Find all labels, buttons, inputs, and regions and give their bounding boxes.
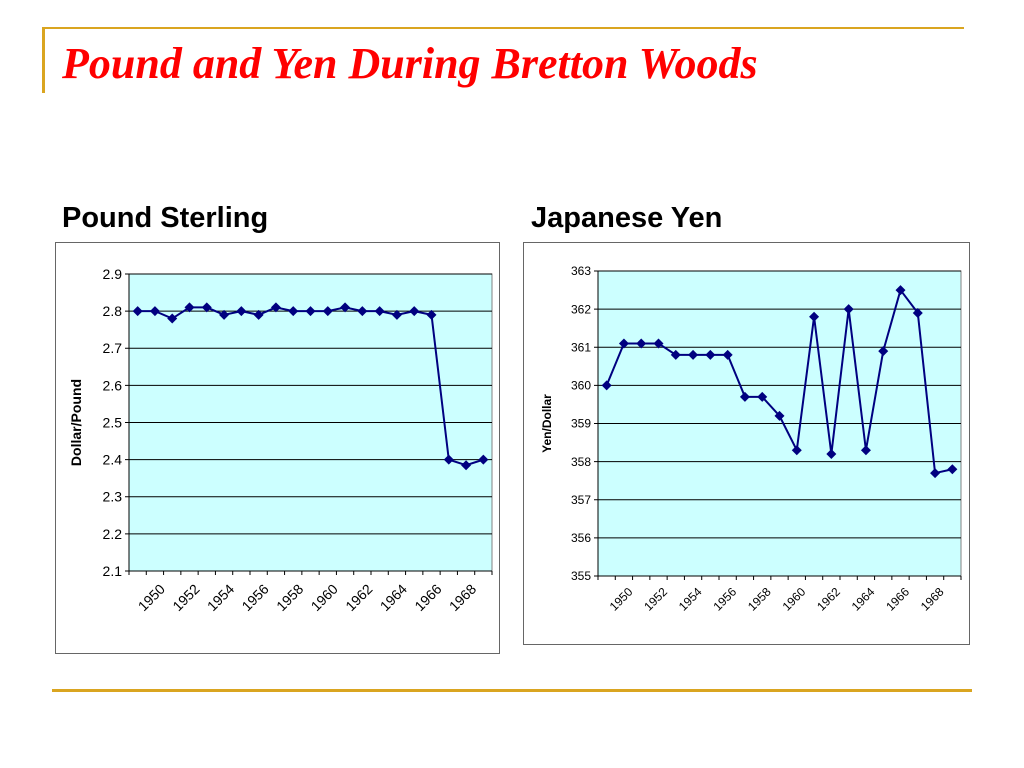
pound-chart-heading: Pound Sterling <box>62 202 269 234</box>
pound-y-tick-label: 2.4 <box>103 452 123 468</box>
yen-data-point <box>809 311 820 322</box>
yen-y-tick-label: 363 <box>571 264 591 278</box>
pound-data-point <box>478 454 489 465</box>
yen-y-tick-label: 356 <box>571 531 591 545</box>
yen-data-point <box>705 349 716 360</box>
pound-y-tick-label: 2.6 <box>103 377 123 393</box>
pound-data-point <box>219 309 230 320</box>
yen-y-tick-label: 361 <box>571 340 591 354</box>
yen-x-tick-label: 1958 <box>745 585 774 614</box>
pound-x-tick-label: 1952 <box>169 581 202 614</box>
pound-x-tick-label: 1956 <box>238 581 271 614</box>
yen-data-point <box>774 410 785 421</box>
pound-data-point <box>305 306 316 317</box>
yen-data-point <box>895 285 906 296</box>
pound-data-point <box>374 306 385 317</box>
pound-data-point <box>409 306 420 317</box>
pound-x-tick-label: 1962 <box>342 581 375 614</box>
yen-x-tick-label: 1954 <box>676 585 705 614</box>
pound-x-tick-label: 1954 <box>204 581 237 614</box>
pound-x-tick-label: 1968 <box>446 581 479 614</box>
pound-data-point <box>270 302 281 313</box>
yen-data-point <box>670 349 681 360</box>
yen-data-point <box>878 346 889 357</box>
pound-data-point <box>288 306 299 317</box>
yen-y-axis-title: Yen/Dollar <box>540 394 554 453</box>
pound-data-point <box>236 306 247 317</box>
yen-x-tick-label: 1964 <box>849 585 878 614</box>
yen-data-point <box>757 391 768 402</box>
yen-x-tick-label: 1966 <box>883 585 912 614</box>
pound-data-point <box>149 306 160 317</box>
yen-y-tick-label: 362 <box>571 302 591 316</box>
pound-data-point <box>443 454 454 465</box>
pound-y-tick-label: 2.9 <box>103 266 123 282</box>
yen-y-tick-label: 359 <box>571 417 591 431</box>
yen-data-point <box>947 464 958 475</box>
pound-data-point <box>167 313 178 324</box>
yen-data-point <box>843 304 854 315</box>
pound-x-tick-label: 1958 <box>273 581 306 614</box>
top-accent-line <box>42 27 964 29</box>
yen-y-tick-label: 355 <box>571 569 591 583</box>
yen-y-tick-label: 360 <box>571 379 591 393</box>
pound-data-point <box>253 309 264 320</box>
pound-data-point <box>132 306 143 317</box>
yen-data-point <box>653 338 664 349</box>
yen-data-point <box>826 449 837 459</box>
pound-chart: 2.1 2.2 2.3 2.4 2.5 2.6 2.7 2.8 2.9 1950 1952 1954 1… <box>55 242 500 654</box>
pound-data-point <box>357 306 368 317</box>
yen-data-point <box>739 391 750 402</box>
yen-data-point <box>860 445 871 456</box>
yen-data-point <box>636 338 647 349</box>
yen-data-point <box>791 445 802 456</box>
pound-data-point <box>461 460 472 471</box>
pound-y-tick-label: 2.8 <box>103 303 123 319</box>
pound-y-axis-title: Dollar/Pound <box>68 379 84 466</box>
pound-y-tick-label: 2.3 <box>103 489 123 505</box>
slide-title: Pound and Yen During Bretton Woods <box>62 39 758 88</box>
yen-x-tick-label: 1952 <box>641 585 670 614</box>
yen-x-tick-label: 1956 <box>710 585 739 614</box>
pound-y-tick-label: 2.2 <box>103 526 123 542</box>
pound-data-point <box>391 309 402 320</box>
yen-y-tick-label: 358 <box>571 455 591 469</box>
left-accent-line <box>42 27 45 93</box>
pound-x-tick-label: 1964 <box>377 581 410 614</box>
yen-chart: 355 356 357 358 359 360 361 362 363 1950 1952 1954 1… <box>523 242 970 645</box>
bottom-accent-line <box>52 689 972 692</box>
yen-x-tick-label: 1962 <box>814 585 843 614</box>
yen-x-tick-label: 1968 <box>918 585 947 614</box>
pound-data-point <box>426 309 437 320</box>
yen-data-point <box>688 349 699 360</box>
yen-y-tick-label: 357 <box>571 493 591 507</box>
yen-chart-heading: Japanese Yen <box>531 202 723 234</box>
yen-x-tick-label: 1960 <box>780 585 809 614</box>
pound-data-point <box>201 302 212 313</box>
pound-y-tick-label: 2.7 <box>103 340 123 356</box>
pound-data-point <box>322 306 333 317</box>
yen-data-point <box>618 338 629 349</box>
pound-x-tick-label: 1966 <box>411 581 444 614</box>
pound-x-tick-label: 1960 <box>308 581 341 614</box>
yen-data-point <box>722 349 733 360</box>
yen-x-tick-label: 1950 <box>607 585 636 614</box>
pound-y-tick-label: 2.5 <box>103 414 123 430</box>
yen-data-point <box>601 380 612 391</box>
yen-data-point <box>930 468 941 479</box>
yen-data-point <box>912 307 923 318</box>
pound-data-point <box>184 302 195 313</box>
pound-x-tick-label: 1950 <box>135 581 168 614</box>
pound-data-point <box>340 302 351 313</box>
pound-y-tick-label: 2.1 <box>103 563 123 579</box>
